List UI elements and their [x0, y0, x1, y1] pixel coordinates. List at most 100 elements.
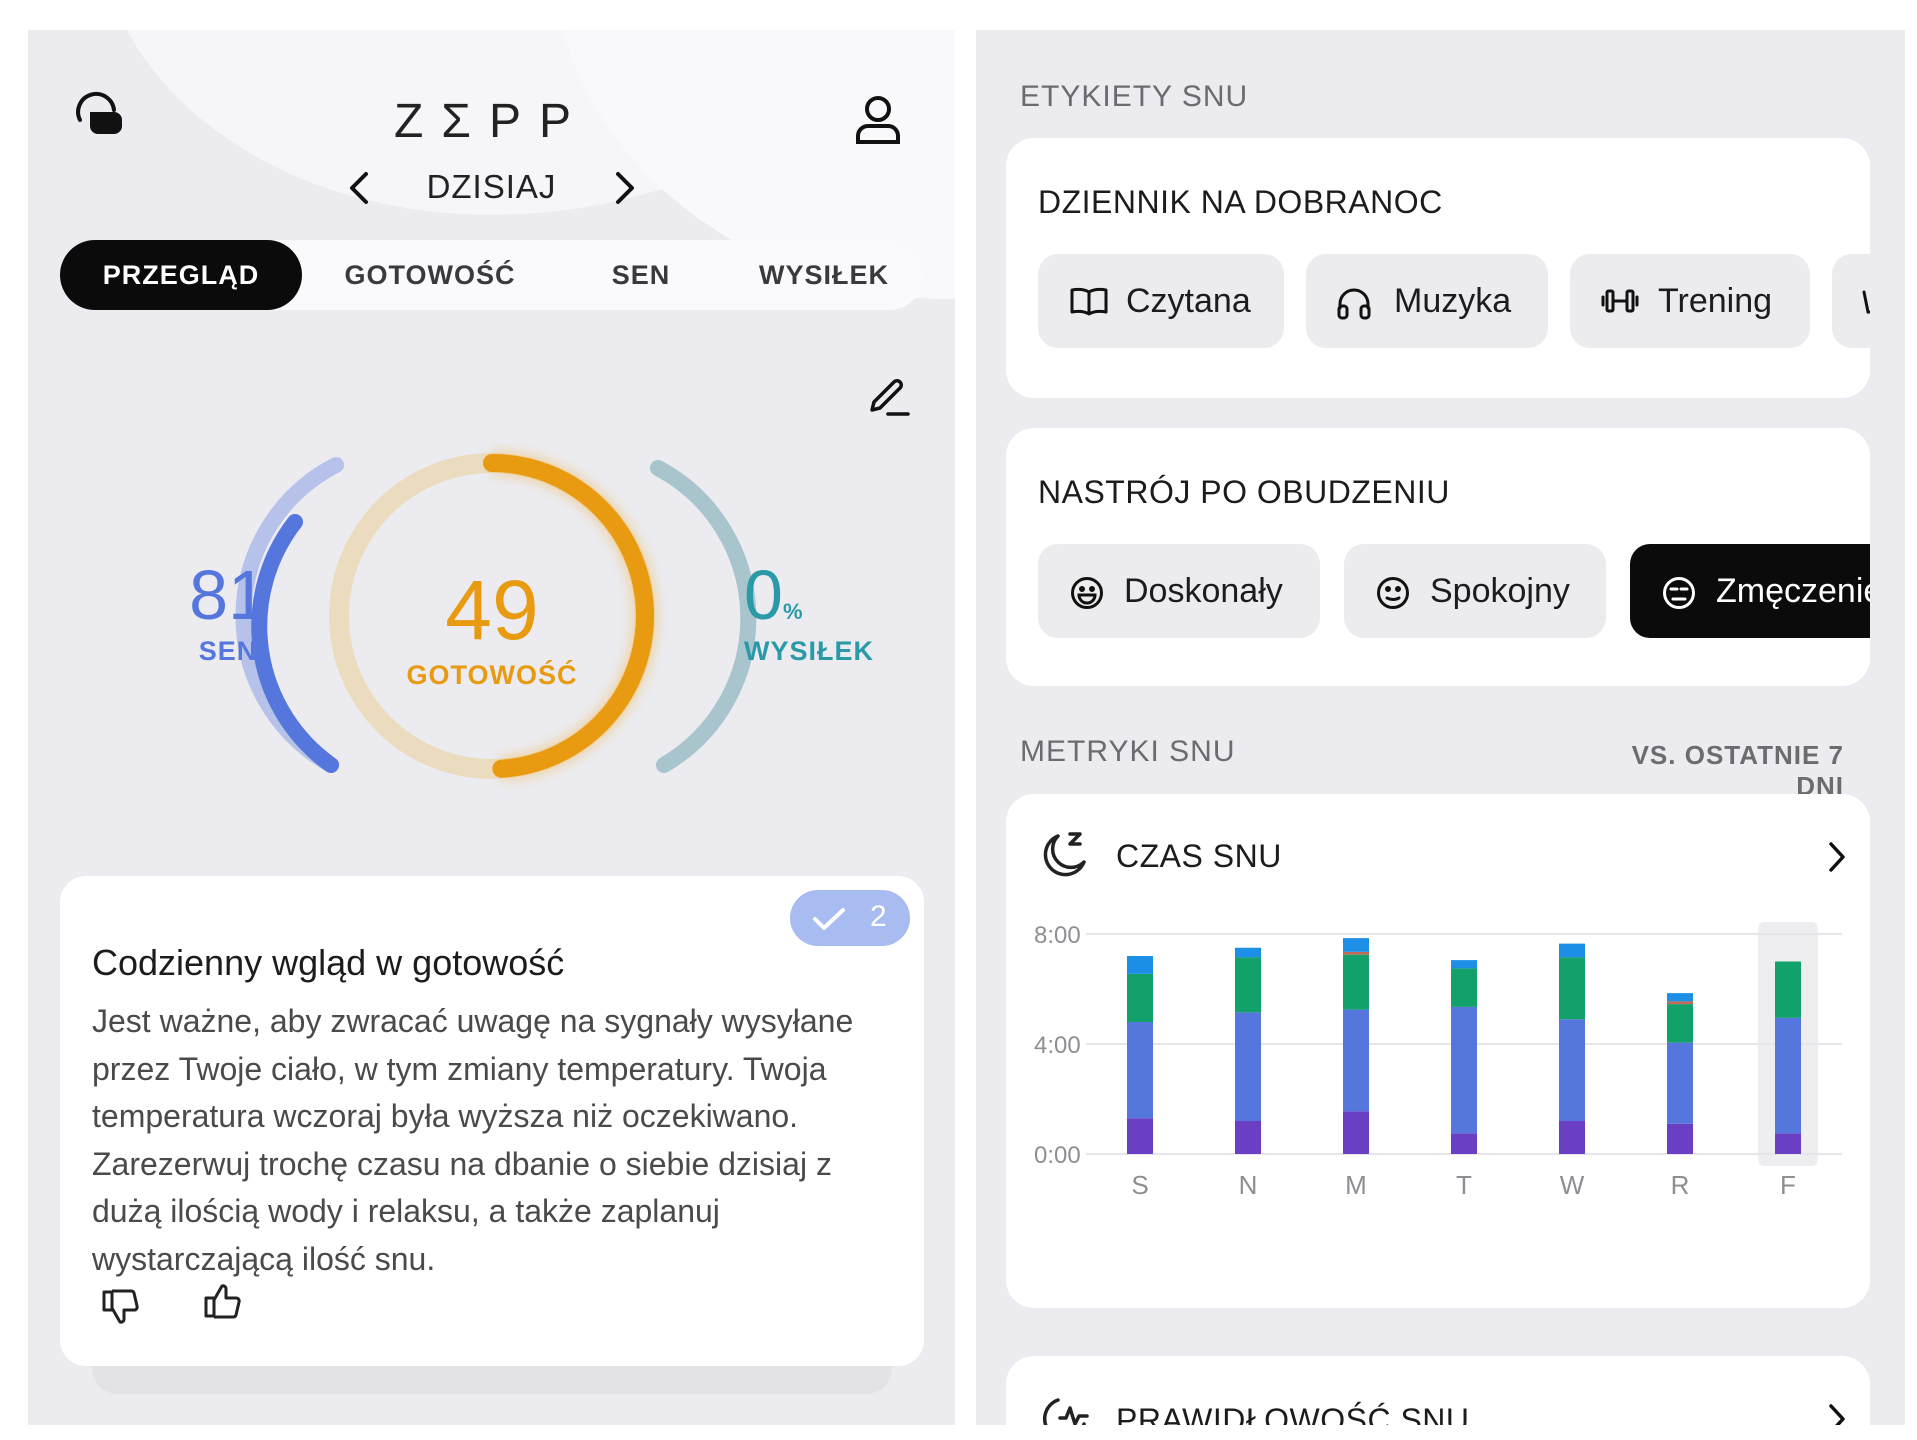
x-tick-label: M	[1345, 1170, 1367, 1200]
exertion-score-value: 0	[744, 556, 783, 634]
bar-segment	[1559, 1019, 1585, 1121]
chip-label: Trening	[1658, 282, 1773, 320]
book-icon	[1070, 287, 1108, 316]
sleep-arc	[251, 514, 339, 773]
sleep-panel: ETYKIETY SNU DZIENNIK NA DOBRANOC Czytan…	[976, 30, 1905, 1425]
insight-title: Codzienny wgląd w gotowość	[92, 942, 565, 983]
sleep-regularity-card[interactable]: PRAWIDŁOWOŚĆ SNU	[1006, 1356, 1870, 1425]
exertion-score[interactable]: 0% WYSIŁEK	[744, 560, 894, 667]
bar-segment	[1235, 947, 1261, 958]
readiness-score-label: GOTOWOŚĆ	[406, 660, 578, 690]
bar-segment	[1667, 1123, 1693, 1154]
bedtime-journal-card: DZIENNIK NA DOBRANOC Czytana Muzyka	[1006, 138, 1870, 398]
sleep-tags-label: ETYKIETY SNU	[1020, 80, 1249, 113]
x-tick-label: N	[1239, 1170, 1258, 1200]
x-tick-label: R	[1671, 1170, 1690, 1200]
sleep-time-chart[interactable]: 0:00 4:00 8:00 S N M T W R F	[1006, 914, 1870, 1294]
thumbs-down-icon[interactable]	[100, 1286, 140, 1331]
chip-label: Muzyka	[1394, 282, 1512, 320]
x-tick-label: W	[1560, 1170, 1585, 1200]
device-watch-icon[interactable]	[72, 90, 124, 142]
bedtime-journal-title: DZIENNIK NA DOBRANOC	[1038, 184, 1443, 220]
next-day-button[interactable]	[612, 168, 638, 208]
comparison-label: VS. OSTATNIE 7 DNI	[1631, 740, 1844, 801]
tab-overview[interactable]: PRZEGLĄD	[60, 240, 302, 310]
chip-mood-calm[interactable]: Spokojny	[1344, 544, 1606, 638]
tab-readiness[interactable]: GOTOWOŚĆ	[344, 260, 516, 290]
chevron-right-icon[interactable]	[1826, 1402, 1848, 1425]
chip-label: Czytana	[1126, 282, 1251, 320]
wake-mood-card: NASTRÓJ PO OBUDZENIU Doskonały Spokojny	[1006, 428, 1870, 686]
chip-mood-tired[interactable]: Zmęczenie	[1630, 544, 1870, 638]
tab-bar: PRZEGLĄD GOTOWOŚĆ SEN WYSIŁEK	[60, 240, 924, 310]
edit-icon[interactable]	[866, 374, 910, 418]
bar-segment	[1775, 1017, 1801, 1134]
bar-segment	[1667, 1001, 1693, 1005]
bar-segment	[1775, 1133, 1801, 1154]
insight-count-badge[interactable]: 2	[790, 890, 910, 946]
sleep-metrics-label: METRYKI SNU	[1020, 735, 1236, 768]
bar-segment	[1559, 957, 1585, 1020]
sleep-time-card[interactable]: CZAS SNU 0:00 4:00 8:00 S N M T W R F	[1006, 794, 1870, 1308]
x-tick-label: S	[1131, 1170, 1148, 1200]
score-gauge[interactable]	[28, 410, 955, 810]
app-logo: ZΣPP	[393, 95, 590, 148]
bar-segment	[1127, 956, 1153, 974]
sleep-regularity-title: PRAWIDŁOWOŚĆ SNU	[1116, 1402, 1470, 1425]
x-tick-label: T	[1456, 1170, 1472, 1200]
grin-face-icon	[1071, 577, 1103, 609]
exertion-arc-track	[650, 460, 757, 773]
bar-segment	[1343, 951, 1369, 955]
neutral-face-icon	[1377, 577, 1409, 609]
chip-label: Zmęczenie	[1716, 572, 1870, 610]
bar-segment	[1235, 957, 1261, 1013]
sleep-score-label: SEN	[198, 636, 258, 666]
y-tick-label: 4:00	[1034, 1032, 1081, 1059]
bar-segment	[1667, 1004, 1693, 1043]
date-label: DZISIAJ	[426, 168, 557, 205]
insight-body: Jest ważne, aby zwracać uwagę na sygnały…	[92, 1003, 854, 1277]
bar-segment	[1559, 1121, 1585, 1154]
chevron-right-icon[interactable]	[1826, 840, 1848, 874]
tab-exertion[interactable]: WYSIŁEK	[758, 260, 889, 290]
chip-label: Doskonały	[1124, 572, 1283, 610]
bar-segment	[1127, 1022, 1153, 1119]
headphones-icon	[1337, 288, 1371, 320]
chip-workout[interactable]: Trening	[1570, 254, 1810, 348]
chip-mood-excellent[interactable]: Doskonały	[1038, 544, 1320, 638]
thumbs-up-icon[interactable]	[202, 1280, 242, 1325]
readiness-ring-progress	[330, 454, 654, 778]
chip-label: Spokojny	[1430, 572, 1570, 610]
bar-segment	[1667, 993, 1693, 1002]
chip-reading[interactable]: Czytana	[1038, 254, 1284, 348]
bar-segment	[1559, 943, 1585, 958]
bar-segment	[1127, 1118, 1153, 1154]
wake-mood-title: NASTRÓJ PO OBUDZENIU	[1038, 474, 1450, 510]
moon-pulse-icon	[1042, 1398, 1089, 1425]
exertion-score-label: WYSIŁEK	[744, 636, 875, 666]
chip-more[interactable]	[1832, 254, 1870, 348]
bar-segment	[1343, 1009, 1369, 1112]
x-tick-label: F	[1780, 1170, 1796, 1200]
bar-segment	[1343, 1111, 1369, 1154]
sleep-score[interactable]: 81 SEN	[168, 560, 288, 667]
insight-count: 2	[870, 900, 887, 933]
glass-icon	[1862, 290, 1870, 314]
bar-segment	[1127, 973, 1153, 1022]
readiness-score[interactable]: 49 GOTOWOŚĆ	[392, 568, 592, 691]
bar-segment	[1451, 1006, 1477, 1134]
tab-sleep[interactable]: SEN	[611, 260, 671, 290]
check-icon	[813, 908, 845, 930]
sleep-time-title: CZAS SNU	[1116, 838, 1282, 874]
sleep-score-value: 81	[189, 556, 267, 634]
bar-segment	[1451, 960, 1477, 969]
profile-icon[interactable]	[854, 94, 902, 146]
bar-segment	[1451, 968, 1477, 1007]
tired-face-icon	[1663, 577, 1695, 609]
bar-segment	[1235, 1121, 1261, 1154]
chip-music[interactable]: Muzyka	[1306, 254, 1548, 348]
bar-segment	[1343, 938, 1369, 952]
previous-day-button[interactable]	[346, 168, 372, 208]
insight-card[interactable]: 2 Codzienny wgląd w gotowość Jest ważne,…	[60, 876, 924, 1366]
y-tick-label: 0:00	[1034, 1142, 1081, 1169]
